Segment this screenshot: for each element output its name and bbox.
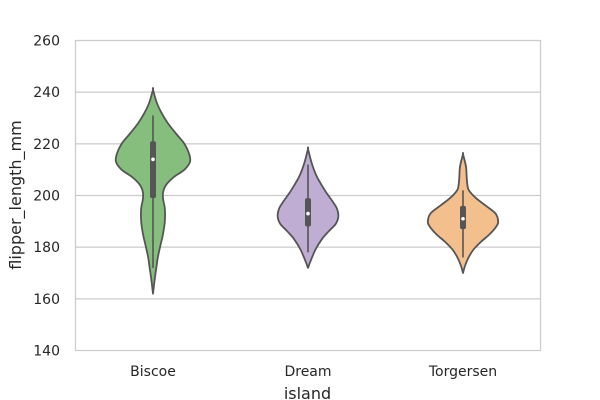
x-tick-labels: Biscoe Dream Torgersen (130, 364, 497, 380)
y-tick-label: 240 (33, 85, 60, 101)
x-tick-label: Biscoe (130, 364, 176, 380)
y-axis-label: flipper_length_mm (6, 120, 26, 269)
plot-frame (74, 39, 542, 352)
y-tick-label: 180 (33, 240, 60, 256)
median-dot (151, 157, 155, 162)
x-axis-label: island (284, 384, 331, 400)
violin-dream (276, 146, 340, 269)
y-tick-label: 200 (33, 189, 60, 205)
violin-biscoe (114, 87, 192, 295)
violins (114, 87, 500, 295)
violin-torgersen (426, 151, 500, 274)
median-dot (461, 216, 465, 221)
median-dot (306, 211, 310, 216)
y-tick-labels: 140 160 180 200 220 240 260 (33, 34, 60, 360)
y-tick-label: 140 (33, 344, 60, 360)
y-tick-label: 160 (33, 292, 60, 308)
x-tick-label: Torgersen (428, 364, 497, 380)
x-tick-label: Dream (284, 364, 331, 380)
y-tick-label: 260 (33, 34, 60, 50)
iqr-box (150, 141, 156, 199)
y-tick-label: 220 (33, 137, 60, 153)
